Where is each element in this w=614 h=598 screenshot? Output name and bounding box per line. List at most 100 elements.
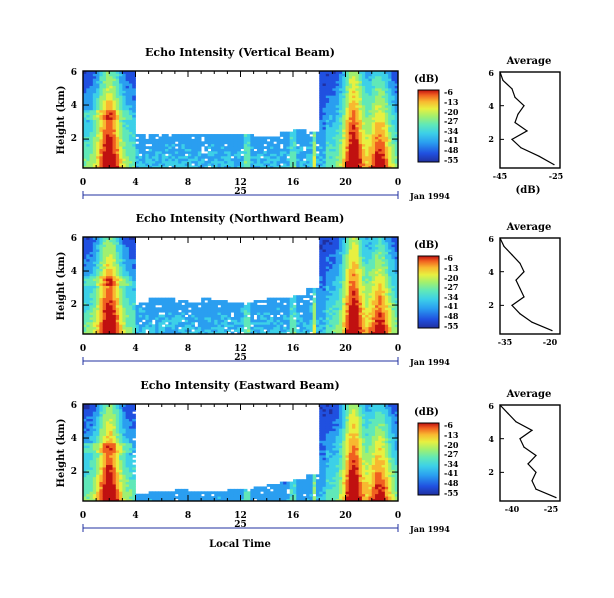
heatmap-cell xyxy=(125,314,130,318)
heatmap-cell xyxy=(325,126,330,130)
heatmap-cell xyxy=(132,309,136,313)
heatmap-cell xyxy=(155,143,159,147)
heatmap-cell xyxy=(83,476,87,480)
heatmap-cell xyxy=(345,87,350,91)
heatmap-cell xyxy=(332,270,337,274)
heatmap-cell xyxy=(99,249,104,252)
heatmap-cell xyxy=(322,165,327,169)
heatmap-cell xyxy=(315,160,320,164)
heatmap-cell xyxy=(92,253,97,257)
heatmap-cell xyxy=(342,312,346,315)
heatmap-cell xyxy=(358,104,363,108)
heatmap-cell xyxy=(256,141,261,145)
heatmap-cell xyxy=(168,155,172,159)
heatmap-cell xyxy=(105,295,110,299)
heatmap-cell xyxy=(109,283,113,286)
heatmap-cell xyxy=(384,102,389,106)
heatmap-cell xyxy=(122,97,127,101)
heatmap-cell xyxy=(358,80,363,84)
heatmap-cell xyxy=(171,153,176,157)
heatmap-cell xyxy=(102,300,107,303)
heatmap-cell xyxy=(99,266,104,269)
heatmap-cell xyxy=(348,121,353,125)
heatmap-cell xyxy=(119,312,123,315)
heatmap-cell xyxy=(132,266,136,269)
heatmap-cell xyxy=(83,321,87,325)
heatmap-cell xyxy=(125,75,130,79)
panel-vertical: Echo Intensity (Vertical Beam) 0 4 8 12 … xyxy=(56,46,563,201)
heatmap-cell xyxy=(338,239,343,243)
heatmap-cell xyxy=(309,141,314,145)
colorbar: (dB) -6 -13 -20 -27 -34 -41 -48 -55 xyxy=(414,240,459,331)
heatmap-cell xyxy=(122,160,127,164)
heatmap-cell xyxy=(361,163,366,166)
heatmap-cell xyxy=(332,285,337,289)
heatmap-cell xyxy=(322,239,327,243)
average-profile-point xyxy=(514,121,516,124)
heatmap-cell xyxy=(191,317,195,320)
heatmap-cell xyxy=(112,136,117,140)
heatmap-cell xyxy=(371,87,376,91)
heatmap-cell xyxy=(128,329,133,332)
heatmap-cell xyxy=(109,114,113,118)
heatmap-cell xyxy=(171,312,176,315)
heatmap-cell xyxy=(312,324,317,328)
heatmap-cell xyxy=(96,100,100,103)
heatmap-cell xyxy=(86,476,90,480)
heatmap-cell xyxy=(325,87,330,91)
heatmap-cell xyxy=(122,80,127,84)
heatmap-cell xyxy=(191,326,195,330)
heatmap-cell xyxy=(283,138,287,142)
heatmap-cell xyxy=(358,131,363,135)
heatmap-cell xyxy=(381,124,386,128)
heatmap-cell xyxy=(361,278,366,282)
heatmap-cell xyxy=(230,319,235,323)
heatmap-cell xyxy=(263,307,268,311)
heatmap-cell xyxy=(99,317,104,320)
heatmap-cell xyxy=(86,102,90,106)
heatmap-cell xyxy=(96,263,100,267)
heatmap-cell xyxy=(105,90,110,94)
heatmap-cell xyxy=(345,273,350,277)
heatmap-cell xyxy=(348,165,353,169)
heatmap-cell xyxy=(378,263,382,267)
heatmap-cell xyxy=(89,302,94,306)
heatmap-cell xyxy=(86,307,90,311)
heatmap-cell xyxy=(266,148,271,152)
heatmap-cell xyxy=(391,326,396,330)
heatmap-cell xyxy=(92,309,97,313)
heatmap-cell xyxy=(329,237,333,240)
heatmap-cell xyxy=(352,258,356,262)
heatmap-cell xyxy=(89,71,94,74)
heatmap-cell xyxy=(381,253,386,257)
heatmap-cell xyxy=(378,117,382,120)
heatmap-cell xyxy=(128,319,133,323)
heatmap-cell xyxy=(381,131,386,135)
heatmap-cell xyxy=(132,83,136,86)
heatmap-cell xyxy=(155,165,159,169)
heatmap-cell xyxy=(371,112,376,116)
heatmap-cell xyxy=(381,331,386,335)
heatmap-cell xyxy=(289,314,294,318)
heatmap-cell xyxy=(338,92,343,96)
heatmap-cell xyxy=(174,143,179,147)
heatmap-cell xyxy=(276,326,281,330)
heatmap-cell xyxy=(293,329,297,332)
heatmap-cell xyxy=(132,324,136,328)
heatmap-cell xyxy=(171,314,176,318)
heatmap-cell xyxy=(161,155,166,159)
heatmap-cell xyxy=(86,445,90,449)
heatmap-cell xyxy=(83,413,87,417)
heatmap-cell xyxy=(102,104,107,108)
heatmap-cell xyxy=(171,326,176,330)
heatmap-cell xyxy=(391,71,396,74)
heatmap-cell xyxy=(394,256,399,260)
heatmap-cell xyxy=(217,148,222,152)
heatmap-cell xyxy=(391,261,396,265)
heatmap-cell xyxy=(375,263,379,267)
heatmap-cell xyxy=(394,329,399,332)
heatmap-cell xyxy=(329,304,333,308)
heatmap-cell xyxy=(92,297,97,301)
heatmap-cell xyxy=(151,300,156,303)
heatmap-cell xyxy=(148,329,153,332)
